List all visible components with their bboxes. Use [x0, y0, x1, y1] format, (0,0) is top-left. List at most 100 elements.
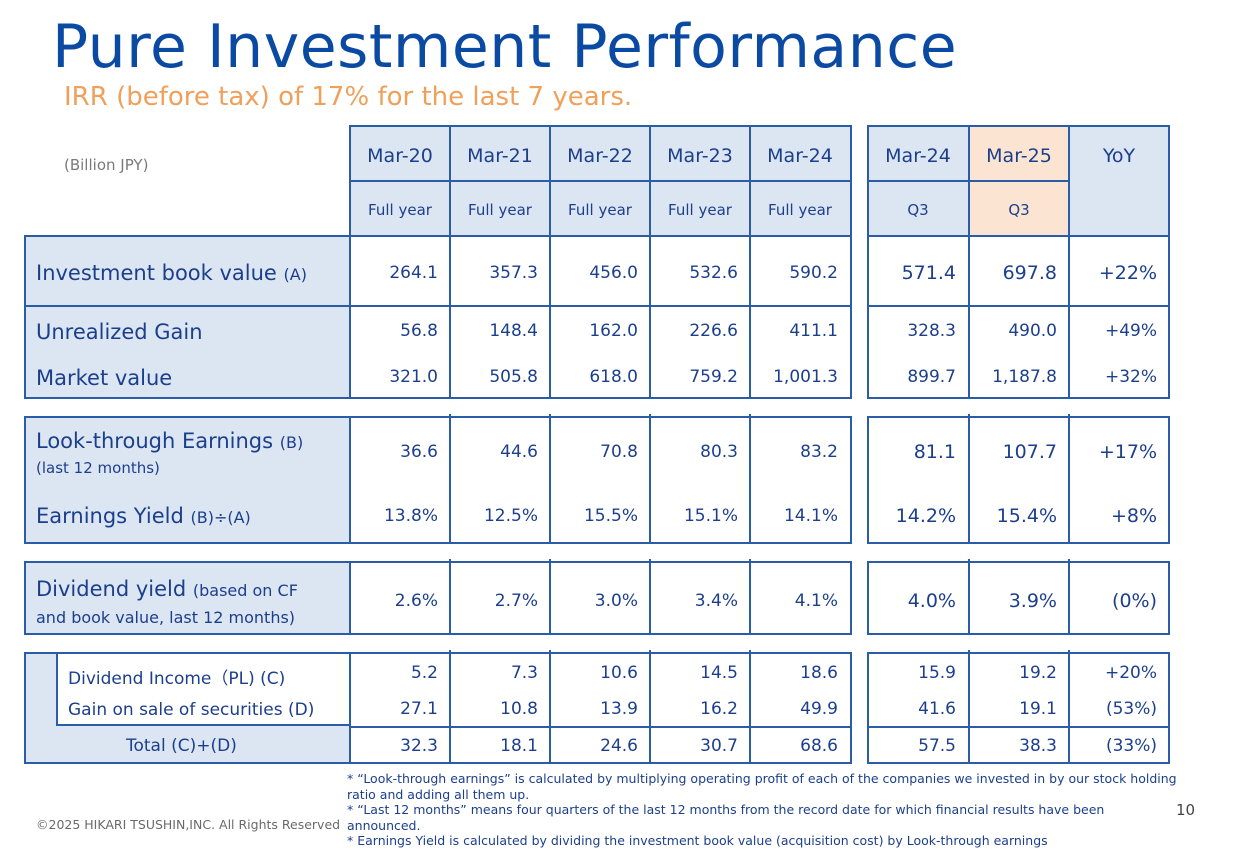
cell-gain-on-sale: 19.1 — [1019, 699, 1057, 719]
cell-dividend-income: 19.2 — [1019, 663, 1057, 683]
cell-earnings-yield: 15.5% — [583, 506, 638, 526]
cell-dividend-income: 5.2 — [410, 663, 438, 683]
unit-label: (Billion JPY) — [64, 156, 149, 174]
values-right-income — [867, 652, 1170, 764]
values-left-dividend — [349, 561, 852, 635]
col-header-mar22: Mar-22 — [567, 145, 633, 167]
cell-dividend-yield: 3.4% — [694, 591, 738, 611]
cell-look-through: 83.2 — [800, 442, 838, 462]
cell-market-value: 618.0 — [589, 367, 638, 387]
cell-book-value: 532.6 — [689, 263, 738, 283]
cell-market-value: 1,001.3 — [773, 367, 838, 387]
cell-gain-on-sale: 16.2 — [700, 699, 738, 719]
col-header-mar21: Mar-21 — [467, 145, 533, 167]
cell-earnings-yield: 14.2% — [895, 505, 956, 527]
page-number: 10 — [1176, 801, 1196, 819]
label-block-gain-market — [24, 305, 351, 399]
col-sub-mar22: Full year — [568, 201, 632, 219]
cell-look-through: 107.7 — [1002, 441, 1057, 463]
cell-gain-on-sale: 49.9 — [800, 699, 838, 719]
label-dividend-income: Dividend Income（PL) (C) — [68, 669, 286, 689]
cell-book-value: 456.0 — [589, 263, 638, 283]
cell-look-through: 80.3 — [700, 442, 738, 462]
label-market-value: Market value — [36, 366, 173, 390]
values-right-earnings — [867, 416, 1170, 544]
cell-total: 24.6 — [600, 736, 638, 756]
cell-gain-on-sale: 10.8 — [500, 699, 538, 719]
cell-look-through: 36.6 — [400, 442, 438, 462]
values-left-income — [349, 652, 852, 764]
cell-dividend-income: +20% — [1104, 663, 1157, 683]
cell-market-value: 321.0 — [389, 367, 438, 387]
cell-total: 30.7 — [700, 736, 738, 756]
cell-unrealized-gain: 56.8 — [400, 321, 438, 341]
cell-market-value: 899.7 — [907, 367, 956, 387]
label-total: Total (C)+(D) — [126, 736, 237, 756]
page-subtitle: IRR (before tax) of 17% for the last 7 y… — [64, 82, 633, 112]
footnote: * “Last 12 months” means four quarters o… — [347, 802, 1105, 833]
cell-look-through: 44.6 — [500, 442, 538, 462]
cell-look-through: 81.1 — [913, 441, 956, 463]
cell-dividend-yield: (0%) — [1112, 590, 1157, 612]
label-block-earnings — [24, 416, 351, 544]
cell-dividend-yield: 2.6% — [394, 591, 438, 611]
label-unrealized-gain: Unrealized Gain — [36, 320, 203, 344]
label-look-through-sub: (last 12 months) — [36, 459, 160, 477]
col-header-mar24: Mar-24 — [767, 145, 833, 167]
col-sub-mar25-q3: Q3 — [1008, 201, 1030, 219]
cell-market-value: 1,187.8 — [992, 367, 1057, 387]
cell-earnings-yield: 12.5% — [483, 506, 538, 526]
cell-earnings-yield: +8% — [1110, 505, 1157, 527]
cell-book-value: 571.4 — [901, 262, 956, 284]
cell-dividend-yield: 3.9% — [1008, 590, 1057, 612]
values-left-earnings — [349, 416, 852, 544]
label-earnings-yield: Earnings Yield (B)÷(A) — [36, 504, 251, 528]
cell-gain-on-sale: 13.9 — [600, 699, 638, 719]
cell-book-value: 697.8 — [1002, 262, 1057, 284]
cell-earnings-yield: 15.1% — [683, 506, 738, 526]
cell-dividend-income: 18.6 — [800, 663, 838, 683]
cell-dividend-income: 15.9 — [918, 663, 956, 683]
cell-dividend-yield: 2.7% — [494, 591, 538, 611]
cell-total: 68.6 — [800, 736, 838, 756]
cell-market-value: 505.8 — [489, 367, 538, 387]
cell-gain-on-sale: 41.6 — [918, 699, 956, 719]
col-sub-mar21: Full year — [468, 201, 532, 219]
cell-total: 38.3 — [1019, 736, 1057, 756]
cell-dividend-income: 10.6 — [600, 663, 638, 683]
cell-gain-on-sale: 27.1 — [400, 699, 438, 719]
col-sub-mar20: Full year — [368, 201, 432, 219]
cell-unrealized-gain: +49% — [1104, 321, 1157, 341]
cell-book-value: +22% — [1098, 262, 1157, 284]
cell-dividend-yield: 4.0% — [907, 590, 956, 612]
label-block-book-value — [24, 235, 351, 307]
col-sub-mar24-q3: Q3 — [907, 201, 929, 219]
label-look-through: Look-through Earnings (B) — [36, 429, 304, 453]
cell-look-through: 70.8 — [600, 442, 638, 462]
cell-book-value: 357.3 — [489, 263, 538, 283]
footnote: * Earnings Yield is calculated by dividi… — [347, 833, 1048, 848]
label-gain-on-sale: Gain on sale of securities (D) — [68, 700, 315, 720]
values-left-gain — [349, 305, 852, 399]
label-block-dividend-yield — [24, 561, 351, 635]
cell-total: 32.3 — [400, 736, 438, 756]
col-sub-mar24: Full year — [768, 201, 832, 219]
cell-dividend-yield: 3.0% — [594, 591, 638, 611]
cell-unrealized-gain: 328.3 — [907, 321, 956, 341]
cell-book-value: 264.1 — [389, 263, 438, 283]
col-header-mar20: Mar-20 — [367, 145, 433, 167]
footnotes: * “Look-through earnings” is calculated … — [347, 771, 1177, 849]
footnote: * “Look-through earnings” is calculated … — [347, 771, 1177, 802]
cell-book-value: 590.2 — [789, 263, 838, 283]
label-dividend-yield: Dividend yield (based on CF — [36, 577, 298, 601]
label-dividend-yield-sub: and book value, last 12 months) — [36, 608, 296, 627]
cell-dividend-income: 7.3 — [510, 663, 538, 683]
cell-unrealized-gain: 490.0 — [1008, 321, 1057, 341]
cell-total: 18.1 — [500, 736, 538, 756]
cell-dividend-income: 14.5 — [700, 663, 738, 683]
cell-market-value: +32% — [1104, 367, 1157, 387]
cell-earnings-yield: 15.4% — [996, 505, 1057, 527]
cell-total: (33%) — [1105, 736, 1157, 756]
cell-unrealized-gain: 162.0 — [589, 321, 638, 341]
col-header-yoy: YoY — [1102, 145, 1136, 167]
